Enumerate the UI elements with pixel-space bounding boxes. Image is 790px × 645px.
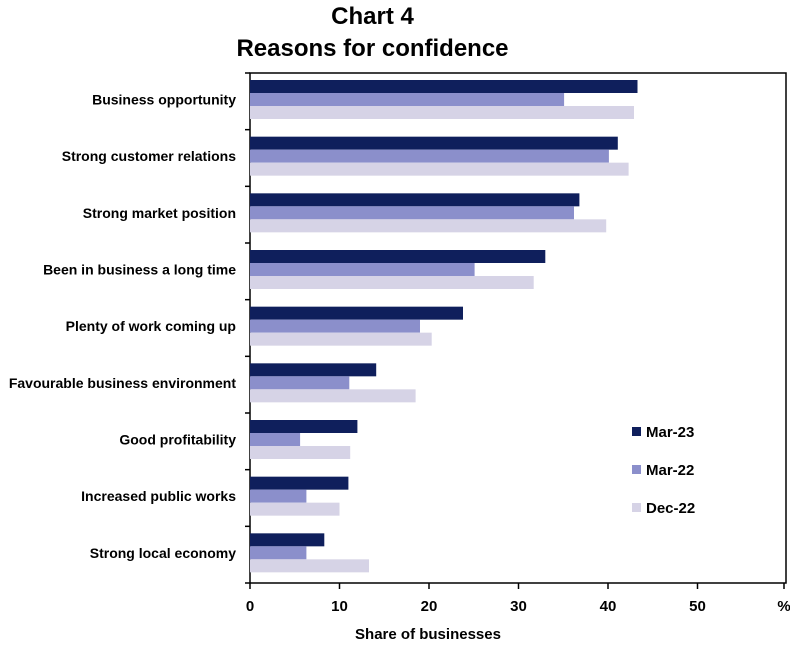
x-tick-label: 50 bbox=[689, 598, 706, 615]
legend-label-mar-23: Mar-23 bbox=[646, 424, 694, 441]
bar-dec-22-0 bbox=[250, 106, 634, 119]
chart-title-line1: Chart 4 bbox=[331, 3, 414, 30]
bar-dec-22-2 bbox=[250, 219, 607, 233]
bar-dec-22-8 bbox=[250, 559, 369, 573]
bar-mar-23-5 bbox=[250, 363, 377, 377]
x-tick-label: 40 bbox=[600, 598, 617, 615]
bar-dec-22-3 bbox=[250, 276, 534, 289]
chart-title-line2: Reasons for confidence bbox=[236, 35, 509, 62]
bar-mar-23-4 bbox=[250, 306, 463, 320]
bar-mar-22-6 bbox=[250, 433, 301, 446]
bar-mar-22-1 bbox=[250, 149, 609, 163]
category-label: Plenty of work coming up bbox=[66, 318, 236, 334]
y-axis-ticks bbox=[245, 72, 250, 584]
bar-mar-23-1 bbox=[250, 136, 618, 150]
x-tick-label: 20 bbox=[421, 598, 438, 615]
x-axis-label: Share of businesses bbox=[355, 626, 501, 643]
category-label: Strong customer relations bbox=[62, 148, 236, 164]
category-label: Good profitability bbox=[119, 432, 236, 448]
x-unit-label: % bbox=[777, 598, 790, 615]
bar-mar-22-4 bbox=[250, 319, 420, 333]
category-label: Increased public works bbox=[81, 488, 236, 504]
legend-label-dec-22: Dec-22 bbox=[646, 500, 695, 517]
bar-dec-22-5 bbox=[250, 389, 416, 403]
category-label: Been in business a long time bbox=[43, 262, 236, 278]
bar-mar-23-8 bbox=[250, 533, 325, 547]
category-label: Strong market position bbox=[83, 205, 236, 221]
bar-mar-22-5 bbox=[250, 376, 350, 390]
bar-dec-22-4 bbox=[250, 332, 432, 346]
bar-mar-23-3 bbox=[250, 250, 546, 263]
x-tick-label: 10 bbox=[331, 598, 348, 615]
bar-mar-22-2 bbox=[250, 206, 574, 220]
legend-swatch-mar-22 bbox=[632, 465, 641, 474]
bars-group bbox=[250, 80, 638, 573]
bar-dec-22-6 bbox=[250, 446, 351, 459]
bar-mar-22-7 bbox=[250, 489, 307, 503]
legend: Mar-23 Mar-22 Dec-22 bbox=[632, 424, 695, 517]
legend-swatch-dec-22 bbox=[632, 503, 641, 512]
x-tick-label: 30 bbox=[510, 598, 527, 615]
bar-mar-23-2 bbox=[250, 193, 580, 207]
bar-dec-22-1 bbox=[250, 162, 629, 176]
bar-dec-22-7 bbox=[250, 502, 340, 516]
category-label: Favourable business environment bbox=[9, 375, 237, 391]
legend-label-mar-22: Mar-22 bbox=[646, 462, 694, 479]
category-label: Strong local economy bbox=[90, 545, 236, 561]
category-label: Business opportunity bbox=[92, 92, 236, 108]
x-axis: 0 10 20 30 40 50% bbox=[246, 583, 790, 615]
bar-mar-23-6 bbox=[250, 420, 358, 433]
x-tick-label: 0 bbox=[246, 598, 254, 615]
bar-mar-22-0 bbox=[250, 93, 565, 106]
bar-mar-23-0 bbox=[250, 80, 638, 93]
category-labels: Business opportunity Strong customer rela… bbox=[9, 92, 237, 561]
legend-swatch-mar-23 bbox=[632, 427, 641, 436]
bar-mar-23-7 bbox=[250, 476, 349, 490]
bar-mar-22-3 bbox=[250, 263, 475, 276]
bar-mar-22-8 bbox=[250, 546, 307, 560]
